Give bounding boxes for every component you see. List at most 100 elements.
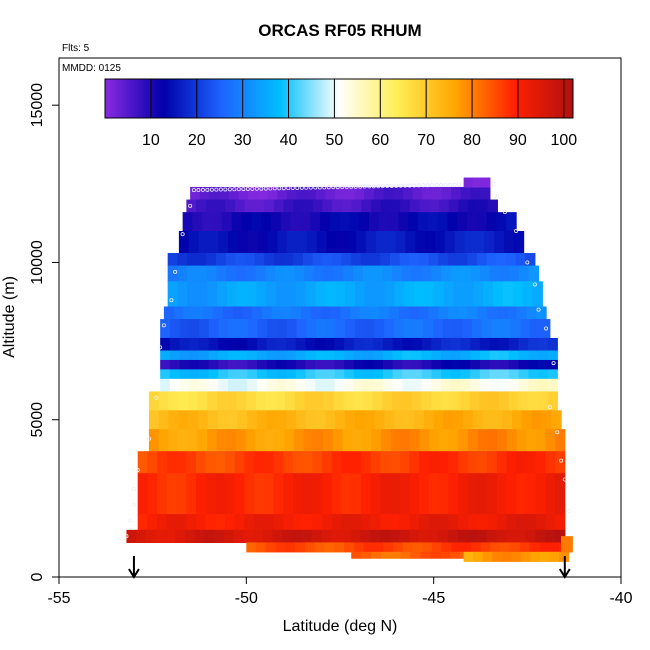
heatmap-cell xyxy=(319,212,331,232)
heatmap-cell xyxy=(547,369,558,380)
heatmap-cell xyxy=(470,359,481,370)
heatmap-cell xyxy=(293,473,304,515)
heatmap-cell xyxy=(257,186,269,201)
heatmap-cell xyxy=(487,451,498,474)
heatmap-cell xyxy=(384,410,395,430)
track-point xyxy=(551,361,556,366)
heatmap-cell xyxy=(244,199,256,213)
heatmap-cell xyxy=(389,306,400,320)
heatmap-cell xyxy=(199,186,211,201)
heatmap-cell xyxy=(493,281,504,308)
heatmap-cell xyxy=(461,542,472,553)
heatmap-cell xyxy=(526,306,537,320)
heatmap-cell xyxy=(441,542,452,553)
track-point xyxy=(124,534,129,539)
y-axis: 0 5000 10000 15000 xyxy=(29,83,59,581)
heatmap-cell xyxy=(284,429,295,452)
heatmap-cell xyxy=(467,473,479,515)
heatmap-cell xyxy=(439,429,450,452)
flight-track-points xyxy=(124,181,571,539)
heatmap-cell xyxy=(520,551,531,562)
heatmap-cell xyxy=(489,391,500,411)
heatmap-cell xyxy=(353,378,365,393)
heatmap-cell xyxy=(147,473,158,515)
heatmap-cell xyxy=(373,186,385,201)
heatmap-cell xyxy=(486,212,498,232)
heatmap-cell xyxy=(372,265,383,282)
heatmap-cell xyxy=(419,429,430,452)
heatmap-cell xyxy=(535,473,546,515)
heatmap-cell xyxy=(463,281,474,308)
heatmap-cell xyxy=(499,265,510,282)
track-point xyxy=(358,184,363,189)
heatmap-cell xyxy=(178,231,190,254)
heatmap-cell xyxy=(537,391,549,411)
heatmap-cell xyxy=(462,410,474,430)
heatmap-cell xyxy=(147,451,158,474)
heatmap-cell xyxy=(433,410,444,430)
heatmap-cell xyxy=(274,429,285,452)
heatmap-cell xyxy=(295,369,307,380)
heatmap-cell xyxy=(305,410,317,430)
colorbar-tick-label: 90 xyxy=(509,132,527,149)
heatmap-cell xyxy=(452,319,463,339)
heatmap-cell xyxy=(169,350,181,361)
track-point xyxy=(232,187,237,192)
heatmap-cell xyxy=(392,378,403,393)
track-point xyxy=(128,518,133,523)
heatmap-cell xyxy=(460,186,472,201)
heatmap-cell xyxy=(320,306,332,320)
heatmap-cell xyxy=(424,281,435,308)
heatmap-cell xyxy=(324,359,336,370)
heatmap-cell xyxy=(430,391,442,411)
heatmap-cell xyxy=(438,473,449,515)
heatmap-cell xyxy=(295,378,307,393)
heatmap-cell xyxy=(277,231,288,254)
track-point xyxy=(398,183,403,188)
heatmap-cell xyxy=(402,186,414,201)
heatmap-cell xyxy=(169,378,181,393)
heatmap-cell xyxy=(276,337,287,352)
heatmap-cell xyxy=(381,429,392,452)
heatmap-cell xyxy=(273,199,285,213)
heatmap-cell xyxy=(255,265,266,282)
heatmap-cell xyxy=(499,359,510,370)
heatmap-cell xyxy=(447,529,459,543)
heatmap-cell xyxy=(383,186,394,201)
heatmap-cell xyxy=(187,281,198,308)
heatmap-cell xyxy=(254,199,265,213)
heatmap-cell xyxy=(215,451,226,474)
heatmap-cell xyxy=(458,514,469,537)
heatmap-cell xyxy=(167,281,179,308)
heatmap-cell xyxy=(197,391,208,411)
heatmap-cell xyxy=(434,231,446,254)
heatmap-cell xyxy=(312,451,323,474)
heatmap-cell xyxy=(373,378,384,393)
heatmap-cell xyxy=(275,542,286,553)
heatmap-cell xyxy=(506,451,517,474)
track-point xyxy=(514,228,519,233)
down-arrow-icon xyxy=(128,556,140,579)
heatmap-cell xyxy=(547,378,558,393)
track-point xyxy=(250,186,255,191)
heatmap-cell xyxy=(148,429,160,452)
heatmap-cell xyxy=(256,410,268,430)
track-point xyxy=(412,183,417,188)
heatmap-cell xyxy=(218,319,229,339)
track-point xyxy=(158,345,163,350)
heatmap-cell xyxy=(257,337,268,352)
heatmap-cell xyxy=(518,350,529,361)
heatmap-cell xyxy=(399,529,410,543)
heatmap-cell xyxy=(470,542,482,553)
heatmap-cell xyxy=(540,319,551,339)
heatmap-cell xyxy=(293,451,304,474)
heatmap-cell xyxy=(470,337,481,352)
track-point xyxy=(491,181,496,186)
heatmap-cell xyxy=(286,350,297,361)
heatmap-cell xyxy=(208,350,219,361)
heatmap-cell xyxy=(518,391,529,411)
heatmap-cell xyxy=(433,281,445,308)
heatmap-cell xyxy=(227,410,238,430)
heatmap-cell xyxy=(354,281,366,308)
heatmap-cell xyxy=(168,391,179,411)
